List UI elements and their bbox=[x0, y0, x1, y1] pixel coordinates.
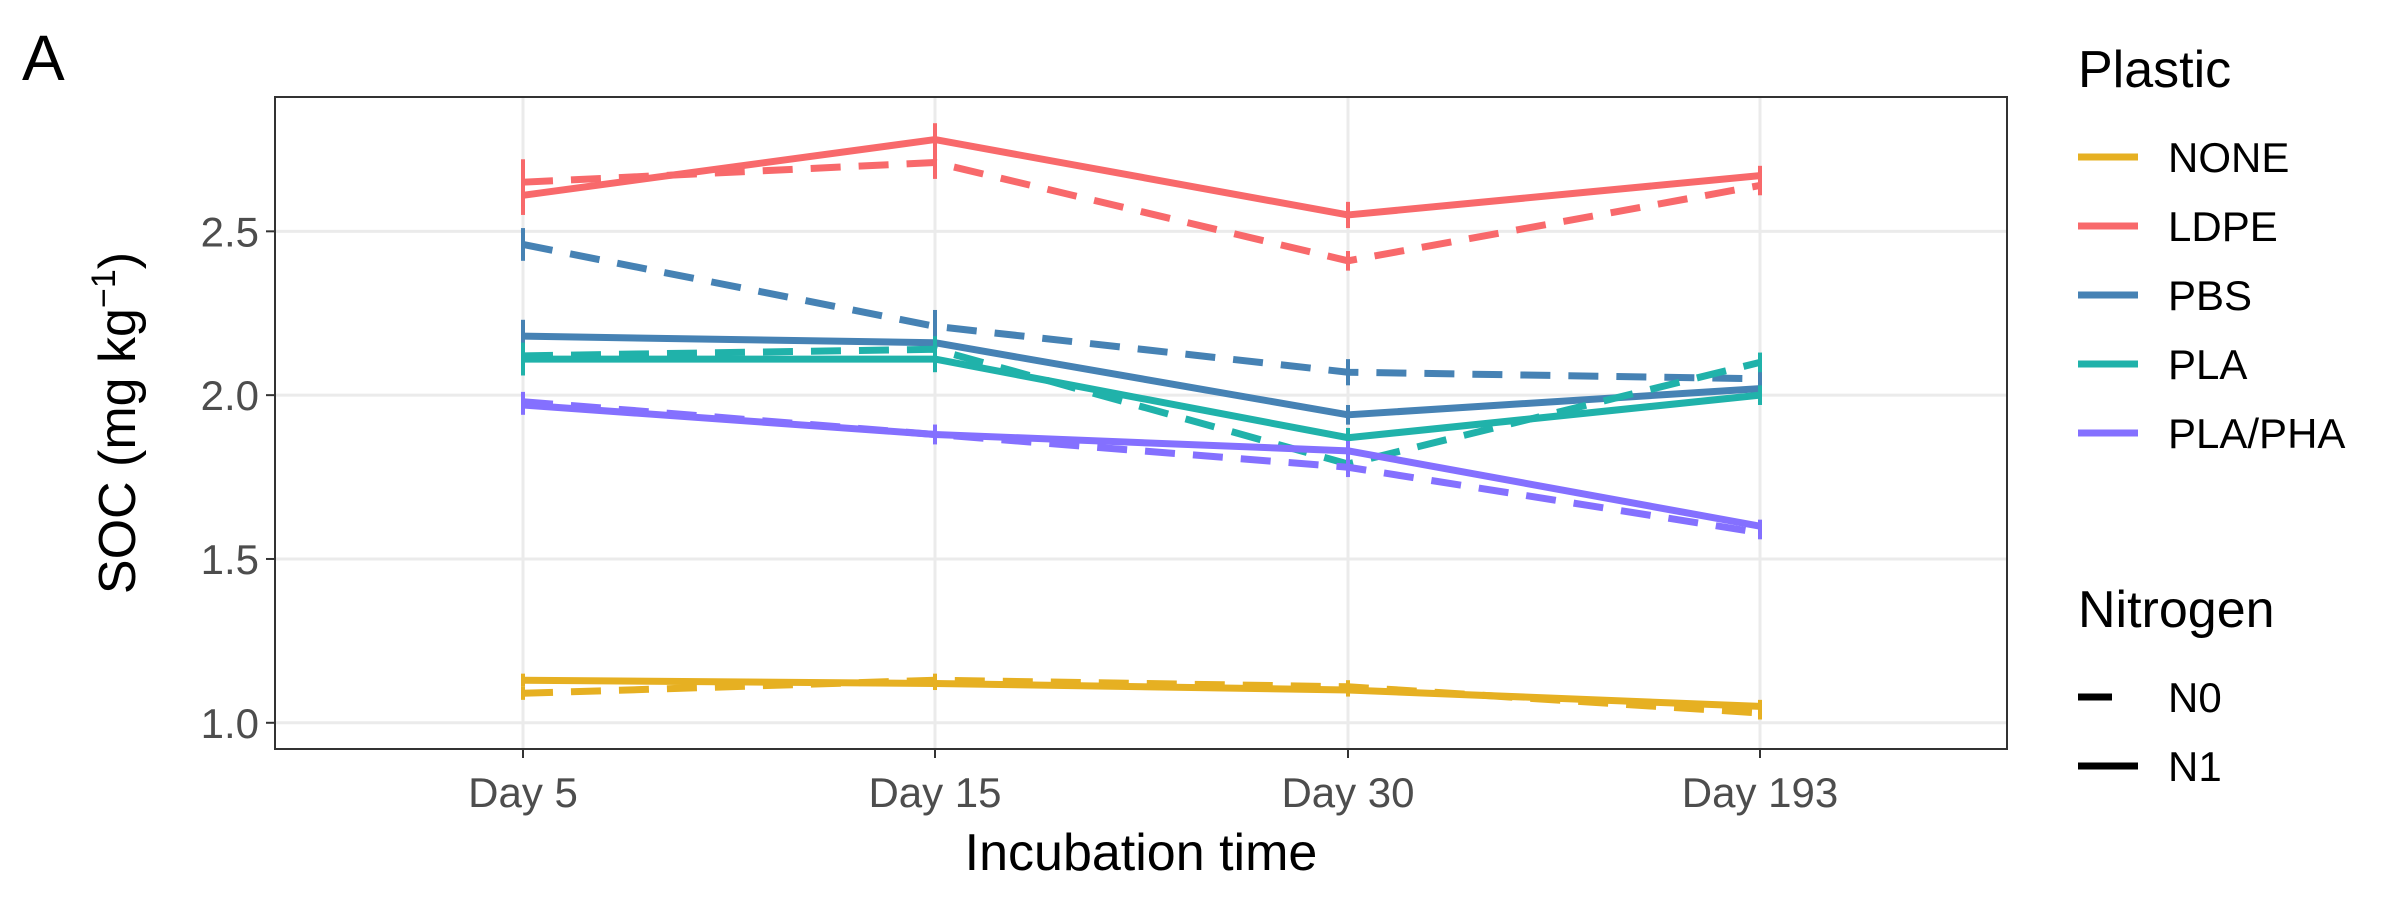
legend-item-ldpe: LDPE bbox=[2078, 203, 2278, 250]
x-tick-label-3: Day 193 bbox=[1682, 769, 1838, 816]
plot-panel bbox=[275, 97, 2007, 749]
y-axis-title-sup: −1 bbox=[85, 269, 123, 308]
legend-plastic-entries: NONE LDPE PBS PLA PLA/PHA bbox=[2078, 134, 2345, 457]
x-tick-label-0: Day 5 bbox=[468, 769, 578, 816]
legend-item-pla: PLA bbox=[2078, 341, 2247, 388]
legend-item-n1: N1 bbox=[2078, 743, 2222, 790]
legend-label-pla: PLA bbox=[2168, 341, 2247, 388]
y-tick-label-2: 2.0 bbox=[201, 372, 259, 419]
series-pla-n1-line bbox=[523, 355, 1761, 442]
legend-item-pla-pha: PLA/PHA bbox=[2078, 410, 2345, 457]
legend-label-none: NONE bbox=[2168, 134, 2289, 181]
series-none-n0-line bbox=[522, 676, 1761, 717]
y-axis-title-main: SOC (mg kg bbox=[89, 308, 147, 594]
y-tick-label-0: 1.0 bbox=[201, 700, 259, 747]
series-pla-n0-line bbox=[522, 345, 1761, 468]
series-pbs-n1-line bbox=[522, 332, 1761, 419]
x-axis: Day 5 Day 15 Day 30 Day 193 bbox=[468, 749, 1838, 816]
series-ldpe-n1-line bbox=[522, 136, 1761, 219]
legend-item-none: NONE bbox=[2078, 134, 2289, 181]
series-ldpe-n0-line bbox=[522, 159, 1761, 265]
legend-label-pbs: PBS bbox=[2168, 272, 2252, 319]
legend: Plastic NONE LDPE PBS PLA PLA/PHA Nitrogen N… bbox=[2078, 41, 2345, 790]
y-axis-title: SOC (mg kg−1) bbox=[85, 252, 147, 594]
plot-border bbox=[274, 96, 2008, 750]
series-pbs-n0-line bbox=[522, 241, 1761, 383]
legend-item-pbs: PBS bbox=[2078, 272, 2252, 319]
y-tick-label-3: 2.5 bbox=[201, 208, 259, 255]
y-axis-title-end: ) bbox=[89, 252, 147, 269]
x-axis-title: Incubation time bbox=[965, 824, 1318, 882]
panel-label: A bbox=[22, 22, 65, 94]
legend-plastic-title: Plastic bbox=[2078, 41, 2231, 99]
y-tick-label-1: 1.5 bbox=[201, 536, 259, 583]
legend-item-n0: N0 bbox=[2078, 674, 2222, 721]
legend-label-n1: N1 bbox=[2168, 743, 2222, 790]
legend-label-ldpe: LDPE bbox=[2168, 203, 2278, 250]
series-ldpe-n0 bbox=[521, 146, 1762, 271]
series-none-n0 bbox=[521, 673, 1762, 720]
legend-label-n0: N0 bbox=[2168, 674, 2222, 721]
x-tick-label-1: Day 15 bbox=[868, 769, 1001, 816]
legend-nitrogen-title: Nitrogen bbox=[2078, 581, 2275, 639]
series-pla-pha-n0 bbox=[521, 391, 1762, 540]
series-pla-pha-n0-line bbox=[522, 398, 1761, 537]
series-layer bbox=[521, 123, 1762, 720]
y-axis: 1.0 1.5 2.0 2.5 bbox=[201, 208, 275, 747]
x-tick-label-2: Day 30 bbox=[1281, 769, 1414, 816]
legend-label-pla-pha: PLA/PHA bbox=[2168, 410, 2345, 457]
